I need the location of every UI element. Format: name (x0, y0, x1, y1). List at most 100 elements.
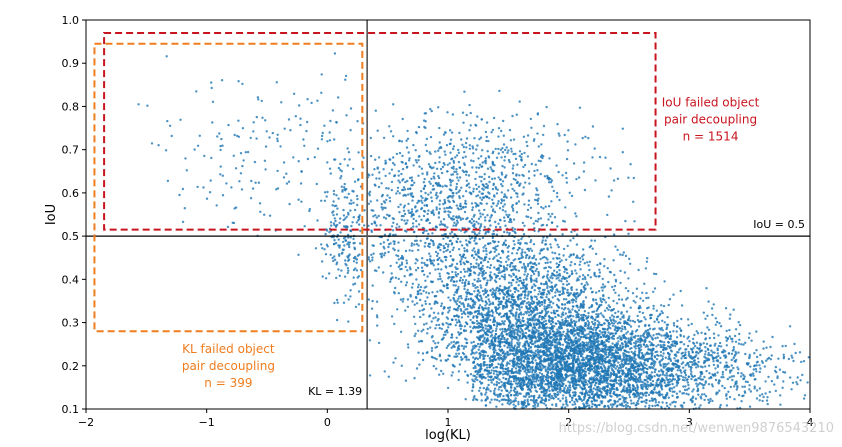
scatter-point (657, 393, 661, 397)
scatter-point (613, 399, 616, 402)
scatter-point (614, 367, 617, 370)
scatter-point (589, 325, 593, 328)
scatter-point (710, 354, 713, 357)
scatter-point (521, 387, 524, 391)
scatter-point (590, 355, 594, 359)
scatter-point (525, 373, 529, 376)
scatter-point (656, 336, 659, 339)
scatter-point (619, 381, 622, 385)
scatter-point (496, 307, 500, 310)
scatter-point (526, 354, 529, 357)
scatter-point (550, 352, 553, 355)
scatter-point (648, 399, 651, 403)
scatter-point (581, 347, 584, 350)
scatter-point (600, 303, 603, 307)
scatter-point (718, 406, 722, 409)
scatter-point (630, 337, 633, 341)
scatter-point (554, 351, 557, 354)
scatter-point (642, 371, 646, 374)
scatter-point (753, 352, 756, 355)
scatter-point (563, 338, 566, 341)
scatter-point (544, 365, 547, 368)
scatter-point (617, 369, 620, 372)
scatter-point (675, 342, 678, 345)
scatter-point (601, 331, 605, 334)
scatter-point (663, 341, 666, 344)
scatter-point (477, 289, 480, 292)
scatter-point (629, 399, 633, 402)
scatter-point (649, 344, 652, 347)
scatter-point (655, 309, 658, 312)
scatter-point (752, 368, 755, 371)
scatter-point (540, 282, 543, 285)
scatter-point (525, 305, 528, 308)
scatter-point (605, 306, 609, 310)
scatter-point (553, 358, 557, 362)
scatter-point (478, 345, 481, 349)
scatter-point (570, 347, 573, 350)
scatter-point (737, 368, 740, 371)
scatter-point (534, 386, 537, 389)
scatter-point (607, 406, 610, 409)
scatter-point (664, 384, 667, 387)
scatter-point (633, 353, 637, 357)
scatter-point (567, 380, 570, 383)
scatter-point (782, 353, 785, 356)
scatter-point (639, 367, 642, 371)
scatter-point (508, 362, 511, 365)
scatter-point (645, 387, 648, 390)
scatter-point (690, 361, 694, 364)
scatter-point (679, 329, 683, 333)
scatter-point (498, 302, 502, 306)
scatter-point (579, 372, 583, 375)
scatter-point (559, 367, 562, 370)
scatter-point (660, 304, 663, 307)
scatter-point (461, 281, 464, 284)
scatter-point (591, 310, 594, 314)
scatter-point (651, 338, 654, 341)
scatter-point (528, 370, 531, 374)
scatter-point (680, 362, 683, 365)
scatter-point (634, 377, 637, 381)
scatter-point (426, 327, 429, 331)
scatter-point (607, 280, 610, 284)
scatter-point (576, 352, 579, 355)
scatter-point (653, 320, 656, 323)
scatter-point (588, 306, 591, 309)
scatter-point (524, 348, 527, 351)
scatter-point (589, 327, 593, 330)
scatter-point (454, 271, 457, 274)
scatter-point (478, 291, 481, 294)
scatter-point (503, 387, 507, 390)
scatter-point (482, 333, 485, 337)
scatter-point (420, 292, 423, 295)
scatter-point (673, 405, 677, 408)
scatter-point (558, 327, 561, 330)
scatter-point (524, 335, 527, 338)
scatter-point (650, 342, 653, 345)
scatter-point (467, 298, 470, 301)
scatter-point (592, 345, 596, 348)
scatter-point (421, 304, 424, 307)
scatter-point (686, 344, 690, 348)
scatter-point (560, 307, 564, 310)
scatter-point (495, 327, 498, 331)
scatter-point (512, 380, 516, 383)
scatter-point (671, 390, 674, 393)
scatter-point (640, 351, 644, 355)
scatter-point (510, 284, 513, 287)
scatter-point (571, 308, 574, 311)
scatter-point (476, 357, 480, 361)
scatter-point (489, 274, 492, 277)
scatter-point (676, 351, 679, 354)
scatter-point (515, 322, 518, 326)
scatter-point (504, 357, 507, 360)
scatter-point (513, 336, 516, 340)
scatter-point (524, 395, 527, 398)
scatter-point (773, 383, 776, 386)
scatter-point (534, 352, 537, 355)
scatter-point (619, 357, 622, 361)
scatter-point (626, 405, 630, 408)
scatter-point (587, 354, 590, 358)
scatter-point (649, 366, 652, 369)
